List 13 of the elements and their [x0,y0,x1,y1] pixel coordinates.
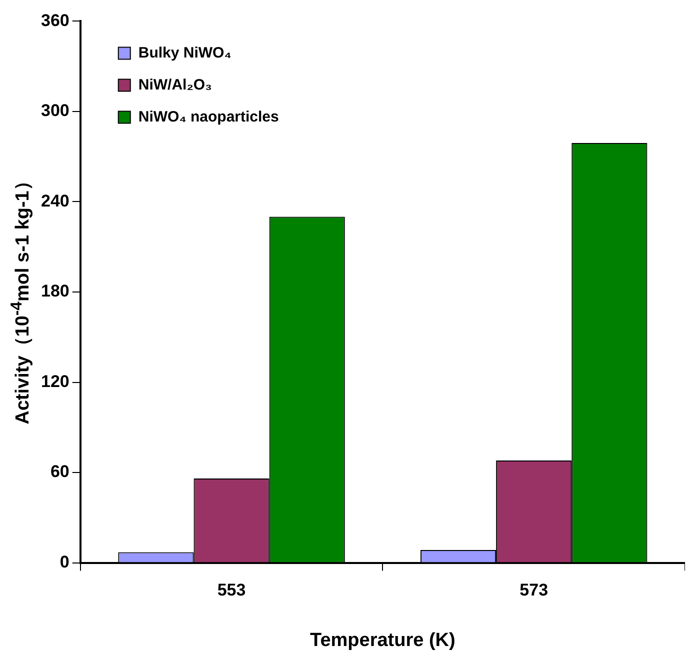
legend-label: Bulky NiWO₄ [138,44,232,62]
y-tick-label: 360 [40,10,70,30]
y-tick-label: 0 [60,552,70,572]
x-tick-label: 553 [217,580,246,600]
x-tick-label: 573 [520,580,548,600]
legend-label: NiW/Al₂O₃ [138,76,212,94]
legend-label: NiWO₄ naoparticles [138,108,279,126]
y-tick-label: 120 [40,372,70,391]
y-tick-label: 60 [50,462,70,482]
x-axis-title: Temperature (K) [310,630,456,651]
y-tick-label: 300 [40,101,70,120]
y-tick-label: 240 [40,191,70,210]
y-tick-label: 180 [40,282,70,301]
